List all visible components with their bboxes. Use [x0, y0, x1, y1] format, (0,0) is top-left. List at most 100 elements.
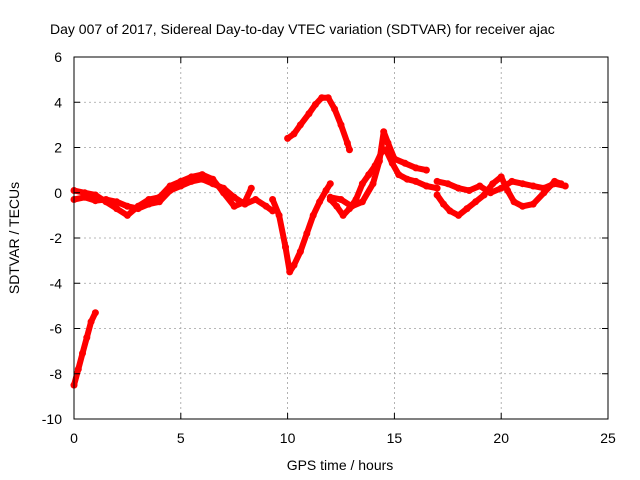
data-point — [324, 94, 332, 102]
data-point — [551, 177, 559, 185]
data-point — [463, 205, 471, 213]
data-point — [455, 184, 462, 192]
grid-layer — [74, 57, 608, 419]
data-point — [508, 177, 516, 185]
data-point — [166, 182, 174, 190]
y-tick-label: 2 — [54, 140, 62, 156]
data-point — [309, 211, 317, 219]
data-point — [497, 173, 505, 181]
data-point — [326, 180, 334, 188]
series-upper-arc — [284, 94, 353, 154]
series-line — [269, 180, 334, 275]
data-point — [480, 191, 488, 199]
data-point — [123, 202, 131, 210]
data-point — [412, 177, 420, 185]
data-point — [369, 180, 377, 188]
x-tick-label: 5 — [177, 430, 185, 446]
x-tick-label: 20 — [493, 430, 509, 446]
data-point — [529, 182, 537, 190]
data-point — [390, 155, 398, 163]
data-point — [262, 202, 270, 210]
x-tick-label: 15 — [387, 430, 403, 446]
data-point — [433, 191, 441, 199]
data-point — [87, 318, 95, 326]
data-point — [337, 196, 345, 203]
data-point — [412, 164, 420, 172]
data-point — [102, 198, 110, 206]
series-late-b — [433, 173, 565, 219]
data-point — [296, 248, 304, 256]
data-point — [529, 200, 537, 208]
series-storm-dip — [269, 180, 334, 276]
data-point — [145, 196, 153, 203]
data-point — [316, 198, 324, 206]
data-point — [444, 180, 452, 188]
data-point — [252, 196, 260, 203]
data-point — [380, 128, 388, 136]
data-point — [198, 171, 206, 179]
x-axis-label: GPS time / hours — [287, 457, 394, 473]
series-recovery-b — [326, 128, 430, 210]
y-axis-label: SDTVAR / TECUs — [6, 182, 22, 294]
data-point — [365, 171, 373, 179]
data-point — [401, 159, 409, 167]
data-point — [247, 184, 255, 192]
data-layer — [70, 94, 569, 389]
data-point — [422, 182, 430, 190]
data-point — [446, 207, 454, 215]
data-point — [220, 189, 227, 197]
data-point — [303, 230, 311, 237]
data-point — [465, 187, 473, 194]
data-point — [403, 175, 411, 183]
data-point — [519, 180, 527, 188]
y-tick-label: -10 — [42, 411, 62, 427]
data-point — [358, 198, 366, 206]
data-point — [322, 187, 330, 194]
data-point — [284, 134, 292, 142]
data-point — [343, 139, 351, 147]
data-point — [333, 202, 341, 210]
data-point — [540, 189, 548, 197]
data-point — [290, 130, 298, 138]
data-point — [375, 157, 383, 165]
data-point — [384, 139, 392, 147]
data-point — [433, 177, 441, 185]
data-point — [331, 105, 339, 113]
x-tick-label: 10 — [280, 430, 296, 446]
data-point — [422, 166, 430, 174]
data-point — [79, 349, 86, 357]
series-line — [434, 173, 564, 219]
data-point — [326, 193, 334, 201]
data-point — [510, 198, 518, 206]
data-point — [348, 202, 356, 210]
y-tick-label: -4 — [50, 275, 63, 291]
series-baseline-b — [70, 171, 255, 219]
data-point — [519, 202, 527, 210]
data-point — [241, 198, 249, 206]
data-point — [504, 187, 512, 194]
data-point — [455, 211, 462, 219]
y-tick-label: 4 — [54, 94, 62, 110]
data-point — [476, 182, 484, 190]
y-tick-label: 6 — [54, 49, 62, 65]
data-point — [81, 189, 89, 197]
y-tick-label: -6 — [50, 321, 63, 337]
data-point — [275, 211, 283, 219]
x-tick-label: 25 — [600, 430, 616, 446]
data-point — [83, 334, 91, 342]
data-point — [472, 198, 480, 206]
data-point — [155, 193, 163, 201]
data-point — [311, 101, 319, 108]
data-point — [113, 205, 121, 213]
series-recovery-a — [326, 146, 441, 219]
data-point — [557, 180, 565, 188]
data-point — [337, 121, 345, 129]
x-tick-label: 0 — [70, 430, 78, 446]
data-point — [290, 261, 298, 269]
data-point — [489, 180, 497, 188]
data-point — [286, 268, 294, 276]
data-point — [188, 173, 195, 181]
y-tick-label: -2 — [50, 230, 63, 246]
data-point — [282, 243, 289, 251]
